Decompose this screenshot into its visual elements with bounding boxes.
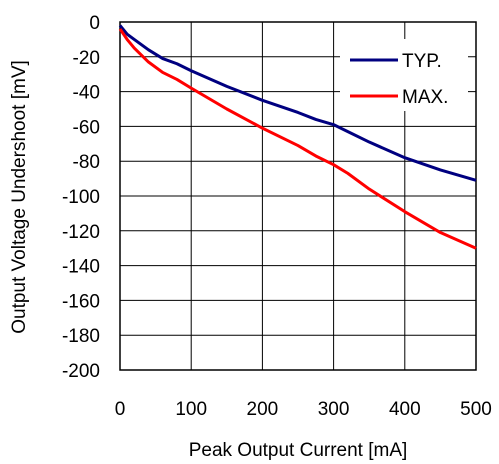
x-tick-label: 200 — [247, 399, 279, 420]
y-tick-label: -60 — [73, 117, 100, 138]
legend-label-max: MAX. — [402, 87, 448, 108]
y-tick-label: -120 — [62, 222, 100, 243]
y-tick-label: -100 — [62, 187, 100, 208]
y-tick-labels: 0 -20 -40 -60 -80 -100 -120 -140 -160 -180 -200 — [62, 13, 100, 382]
x-axis-title: Peak Output Current [mA] — [189, 440, 408, 461]
y-tick-label: -200 — [62, 361, 100, 382]
series-line-typ — [118, 24, 477, 182]
legend: TYP. MAX. — [340, 39, 468, 111]
plot-area-border — [119, 21, 477, 371]
x-tick-labels: 0 100 200 300 400 500 — [115, 399, 492, 420]
legend-label-typ: TYP. — [402, 51, 442, 72]
y-tick-label: -140 — [62, 257, 100, 278]
y-tick-label: 0 — [89, 13, 100, 34]
y-axis-title: Output Voltage Undershoot [mV] — [9, 60, 30, 334]
x-tick-label: 300 — [318, 399, 350, 420]
x-tick-label: 100 — [175, 399, 207, 420]
series-lines — [118, 24, 477, 250]
x-tick-label: 400 — [389, 399, 421, 420]
series-line-max — [118, 28, 477, 250]
y-tick-label: -180 — [62, 326, 100, 347]
y-tick-label: -160 — [62, 291, 100, 312]
legend-box — [340, 39, 468, 111]
x-tick-label: 500 — [460, 399, 492, 420]
y-tick-label: -20 — [73, 48, 100, 69]
y-tick-label: -80 — [73, 152, 100, 173]
x-tick-label: 0 — [115, 399, 126, 420]
y-tick-label: -40 — [73, 83, 100, 104]
